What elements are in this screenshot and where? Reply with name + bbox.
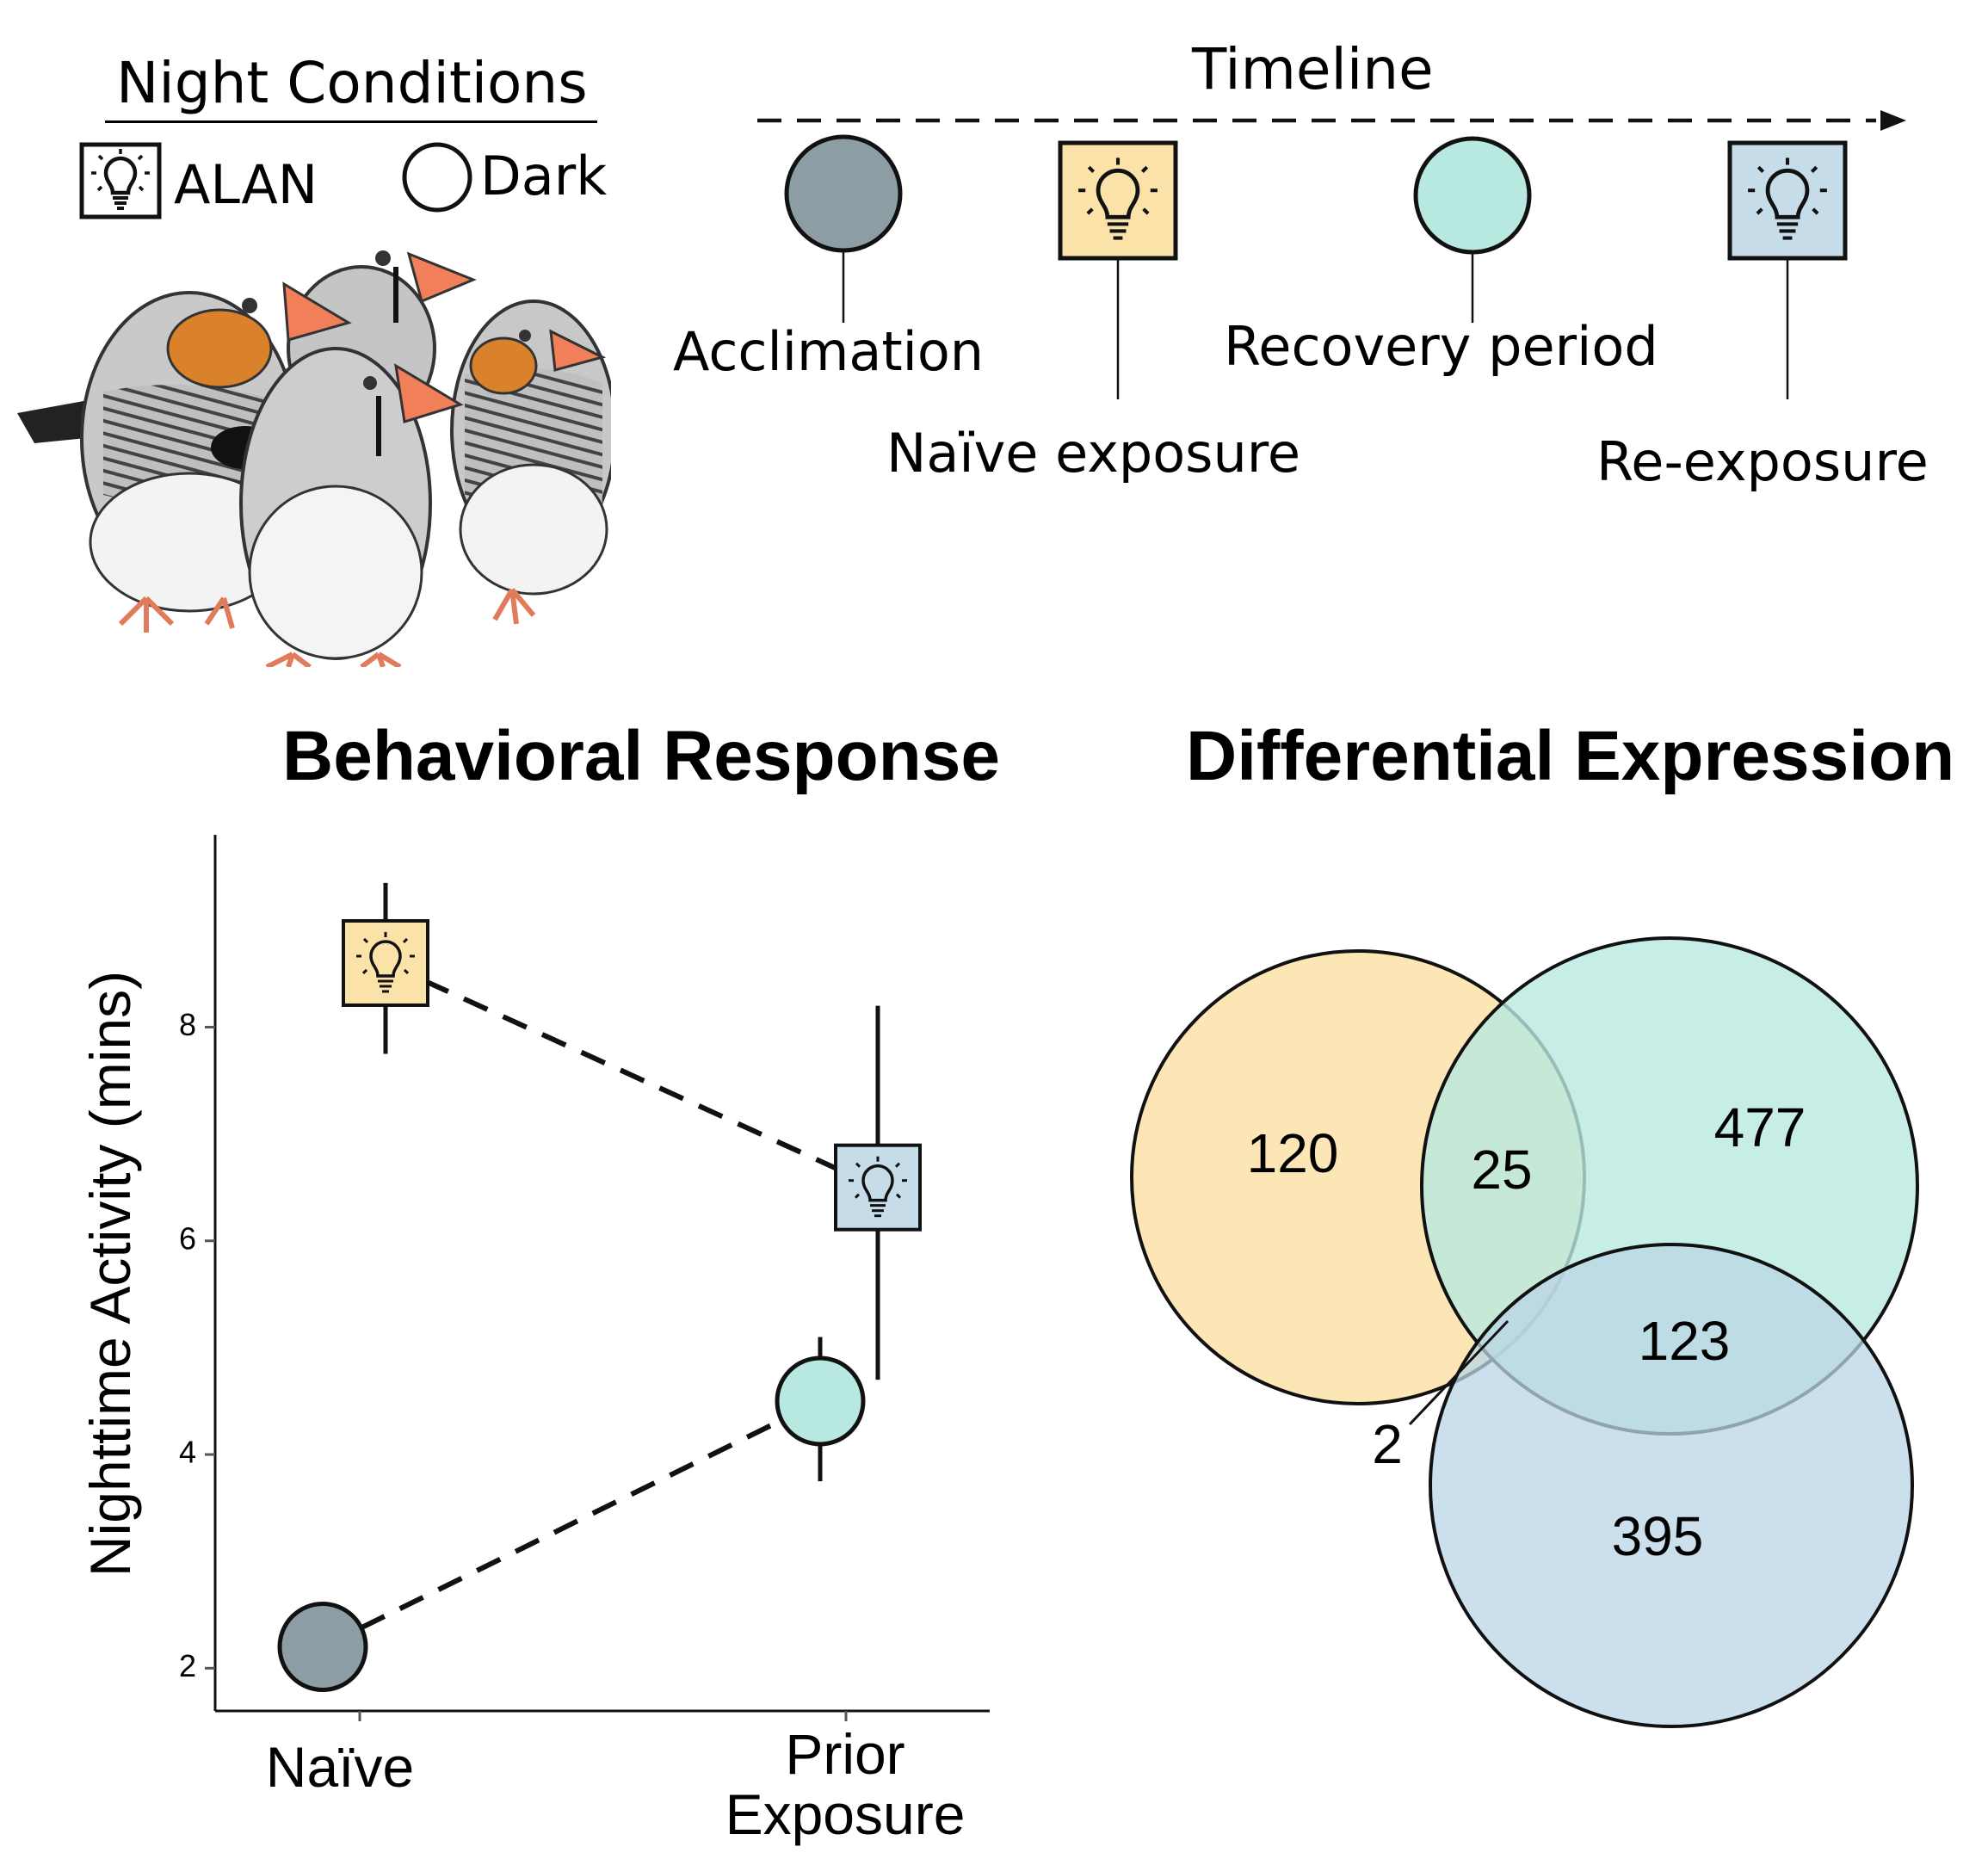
legend-title: Night Conditions <box>116 50 588 116</box>
lightbulb-icon <box>91 149 150 210</box>
venn-count-reexposure-only: 395 <box>1612 1505 1704 1567</box>
venn-count-naive-only: 120 <box>1247 1122 1339 1184</box>
y-tick-label: 8 <box>179 1007 196 1042</box>
timeline-marker-re-exposure <box>1727 140 1848 399</box>
venn-circle-re-exposure <box>1429 1243 1914 1728</box>
venn-count-recovery-reexposure: 123 <box>1639 1310 1731 1372</box>
venn-count-naive-recovery: 25 <box>1471 1139 1532 1201</box>
series-connector-alan <box>384 960 880 1190</box>
venn-diagram: 120 25 477 123 2 395 <box>1130 936 1919 1728</box>
legend-dark-label: Dark <box>480 145 608 207</box>
finch-front <box>239 347 464 667</box>
venn-title: Differential Expression <box>1186 717 1955 795</box>
lightbulb-icon <box>356 931 415 993</box>
timeline-arrowhead <box>1880 110 1906 131</box>
timeline-label-acclimation: Acclimation <box>673 320 985 383</box>
venn-leader-line <box>1408 1319 1510 1426</box>
lightbulb-icon <box>1748 157 1827 240</box>
x-tick-label-naive: Naïve <box>265 1735 415 1799</box>
y-tick-label: 4 <box>179 1435 196 1470</box>
y-tick-label: 6 <box>179 1220 196 1256</box>
lightbulb-icon <box>1078 157 1158 240</box>
timeline-label-re-exposure: Re-exposure <box>1596 430 1929 493</box>
behavior-axes: 2 4 6 8 <box>179 835 990 1721</box>
lightbulb-icon <box>849 1156 907 1218</box>
x-tick-label-prior-exposure: Prior Exposure <box>725 1722 966 1846</box>
venn-count-recovery-only: 477 <box>1714 1096 1806 1158</box>
legend-alan-icon <box>79 142 162 219</box>
data-point-circle <box>775 1356 866 1447</box>
data-point-lightbulb-square <box>342 918 429 1007</box>
timeline-title: Timeline <box>1192 36 1434 102</box>
behavior-chart: 2 4 6 8 <box>179 835 990 1721</box>
finch-back-right <box>450 300 611 625</box>
behavior-marks <box>277 882 922 1693</box>
series-connector-dark <box>321 1399 822 1650</box>
y-axis-label-text: Nighttime Activity (mins) <box>78 970 142 1578</box>
timeline-axis <box>757 110 1906 131</box>
y-tick-label: 2 <box>179 1648 196 1683</box>
data-point-lightbulb-square <box>834 1143 922 1232</box>
legend-dark-icon <box>402 142 472 213</box>
timeline-marker-naive-exposure <box>1058 140 1178 399</box>
data-point-circle <box>277 1602 368 1693</box>
legend-underline <box>105 120 597 123</box>
timeline-label-recovery: Recovery period <box>1224 315 1658 378</box>
timeline-marker-recovery <box>1413 136 1532 323</box>
timeline-label-naive-exposure: Naïve exposure <box>886 422 1301 485</box>
behavior-chart-title: Behavioral Response <box>282 717 1000 795</box>
legend-alan-label: ALAN <box>174 153 318 216</box>
timeline-marker-acclimation <box>784 134 903 323</box>
zebra-finch-illustration <box>17 250 611 667</box>
venn-count-naive-reexposure: 2 <box>1372 1413 1403 1475</box>
